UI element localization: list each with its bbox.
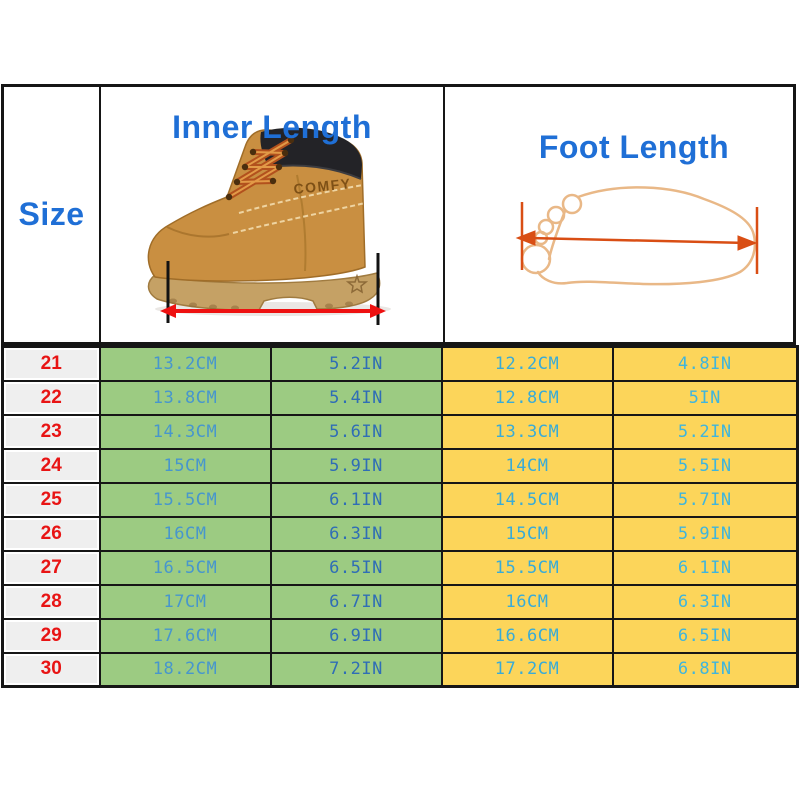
- foot-outline: [520, 186, 757, 286]
- inner-length-cm-cell: 17.6CM: [98, 617, 272, 654]
- sole-lugs: [169, 298, 353, 311]
- inner-length-cm-cell: 16CM: [98, 515, 272, 552]
- foot-length-in-cell: 6.1IN: [611, 549, 799, 586]
- inner-length-in-cell: 5.9IN: [269, 447, 443, 484]
- foot-length-cm-cell: 14.5CM: [440, 481, 614, 518]
- size-cell: 27: [1, 549, 101, 586]
- size-cell: 30: [1, 651, 101, 688]
- inner-length-cm-cell: 15.5CM: [98, 481, 272, 518]
- foot-length-measurement-arrow: [515, 202, 759, 274]
- foot-length-cm-cell: 15.5CM: [440, 549, 614, 586]
- foot-length-cm-cell: 15CM: [440, 515, 614, 552]
- inner-length-header: Inner Length: [172, 109, 372, 145]
- inner-length-cm-cell: 17CM: [98, 583, 272, 620]
- foot-length-header-cell: Foot Length: [445, 87, 793, 342]
- inner-length-in-cell: 5.2IN: [269, 345, 443, 382]
- size-table: 21 13.2CM 5.2IN 12.2CM 4.8IN 22 13.8CM 5…: [1, 345, 799, 688]
- table-row: 30 18.2CM 7.2IN 17.2CM 6.8IN: [1, 651, 799, 688]
- size-cell: 23: [1, 413, 101, 450]
- foot-length-in-cell: 4.8IN: [611, 345, 799, 382]
- foot-length-cm-cell: 13.3CM: [440, 413, 614, 450]
- table-row: 28 17CM 6.7IN 16CM 6.3IN: [1, 583, 799, 620]
- sole-star: [345, 273, 369, 294]
- foot-length-cm-cell: 12.8CM: [440, 379, 614, 416]
- foot-length-in-cell: 5IN: [611, 379, 799, 416]
- table-row: 25 15.5CM 6.1IN 14.5CM 5.7IN: [1, 481, 799, 518]
- table-row: 21 13.2CM 5.2IN 12.2CM 4.8IN: [1, 345, 799, 382]
- boot-brand-text: COMFY: [293, 175, 352, 197]
- inner-length-in-cell: 7.2IN: [269, 651, 443, 688]
- foot-length-cm-cell: 14CM: [440, 447, 614, 484]
- inner-length-in-cell: 5.6IN: [269, 413, 443, 450]
- inner-length-in-cell: 6.9IN: [269, 617, 443, 654]
- foot-outline-diagram: [515, 186, 759, 286]
- foot-length-in-cell: 5.5IN: [611, 447, 799, 484]
- size-cell: 21: [1, 345, 101, 382]
- table-row: 22 13.8CM 5.4IN 12.8CM 5IN: [1, 379, 799, 416]
- boot-eyelets: [225, 136, 295, 201]
- table-row: 24 15CM 5.9IN 14CM 5.5IN: [1, 447, 799, 484]
- size-header-cell: Size: [4, 87, 101, 342]
- size-cell: 25: [1, 481, 101, 518]
- size-column-header: Size: [18, 196, 85, 232]
- size-cell: 24: [1, 447, 101, 484]
- foot-length-in-cell: 6.5IN: [611, 617, 799, 654]
- foot-length-in-cell: 5.2IN: [611, 413, 799, 450]
- inner-length-in-cell: 6.5IN: [269, 549, 443, 586]
- size-cell: 22: [1, 379, 101, 416]
- foot-length-header: Foot Length: [538, 129, 730, 165]
- inner-length-cm-cell: 18.2CM: [98, 651, 272, 688]
- foot-length-cm-cell: 12.2CM: [440, 345, 614, 382]
- foot-length-in-cell: 6.8IN: [611, 651, 799, 688]
- table-row: 27 16.5CM 6.5IN 15.5CM 6.1IN: [1, 549, 799, 586]
- boot-photo: COMFY: [147, 127, 391, 325]
- foot-length-cm-cell: 17.2CM: [440, 651, 614, 688]
- chart-header: Size: [1, 84, 796, 345]
- inner-length-in-cell: 6.7IN: [269, 583, 443, 620]
- foot-length-in-cell: 6.3IN: [611, 583, 799, 620]
- size-cell: 28: [1, 583, 101, 620]
- inner-length-cm-cell: 13.2CM: [98, 345, 272, 382]
- foot-length-in-cell: 5.9IN: [611, 515, 799, 552]
- inner-length-in-cell: 6.1IN: [269, 481, 443, 518]
- inner-length-cm-cell: 13.8CM: [98, 379, 272, 416]
- foot-length-cm-cell: 16.6CM: [440, 617, 614, 654]
- inner-length-cm-cell: 15CM: [98, 447, 272, 484]
- inner-length-in-cell: 5.4IN: [269, 379, 443, 416]
- foot-length-in-cell: 5.7IN: [611, 481, 799, 518]
- size-cell: 26: [1, 515, 101, 552]
- inner-length-header-cell: COMFY Inner Length: [101, 87, 445, 342]
- inner-length-cm-cell: 16.5CM: [98, 549, 272, 586]
- table-row: 26 16CM 6.3IN 15CM 5.9IN: [1, 515, 799, 552]
- size-cell: 29: [1, 617, 101, 654]
- table-row: 23 14.3CM 5.6IN 13.3CM 5.2IN: [1, 413, 799, 450]
- inner-length-in-cell: 6.3IN: [269, 515, 443, 552]
- inner-length-measurement-arrow: [160, 253, 386, 325]
- inner-length-cm-cell: 14.3CM: [98, 413, 272, 450]
- foot-length-cm-cell: 16CM: [440, 583, 614, 620]
- table-row: 29 17.6CM 6.9IN 16.6CM 6.5IN: [1, 617, 799, 654]
